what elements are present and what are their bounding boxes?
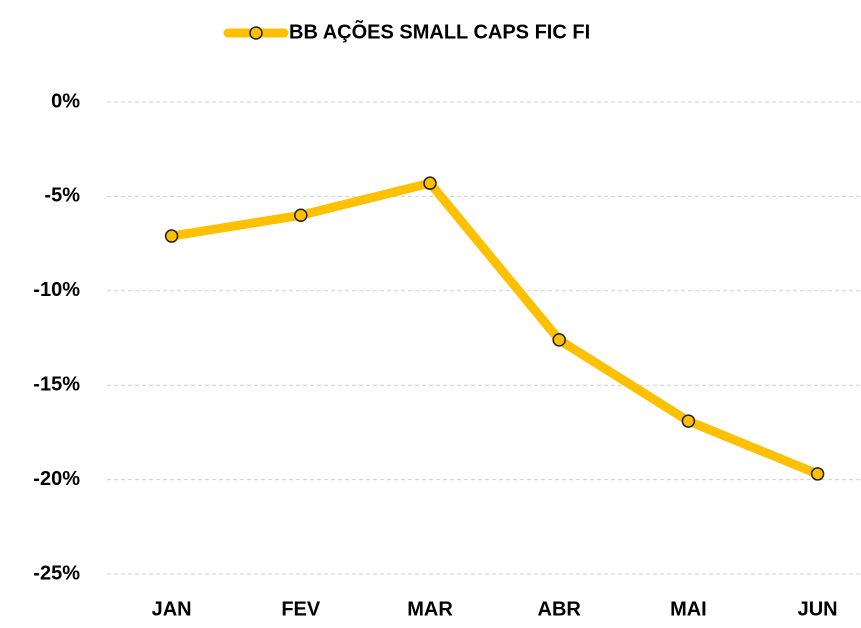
y-tick-label: 0% <box>51 90 80 112</box>
x-tick-label: JAN <box>152 598 192 620</box>
y-tick-label: -20% <box>33 468 80 490</box>
y-tick-label: -15% <box>33 373 80 395</box>
series-line <box>167 178 823 479</box>
legend-marker <box>249 26 263 40</box>
x-tick-label: MAI <box>670 598 707 620</box>
y-tick-label: -25% <box>33 562 80 584</box>
data-point <box>294 208 308 223</box>
legend-label: BB AÇÕES SMALL CAPS FIC FI <box>289 19 590 43</box>
data-point <box>423 176 437 190</box>
y-tick-label: -5% <box>44 185 80 207</box>
x-tick-label: MAR <box>407 598 453 620</box>
data-point <box>164 229 179 243</box>
data-point <box>810 467 825 481</box>
data-point <box>681 414 696 428</box>
data-point <box>552 333 566 347</box>
x-tick-label: ABR <box>538 598 582 620</box>
x-tick-label: FEV <box>281 598 321 620</box>
y-tick-label: -10% <box>33 279 80 301</box>
x-tick-label: JUN <box>798 598 838 620</box>
